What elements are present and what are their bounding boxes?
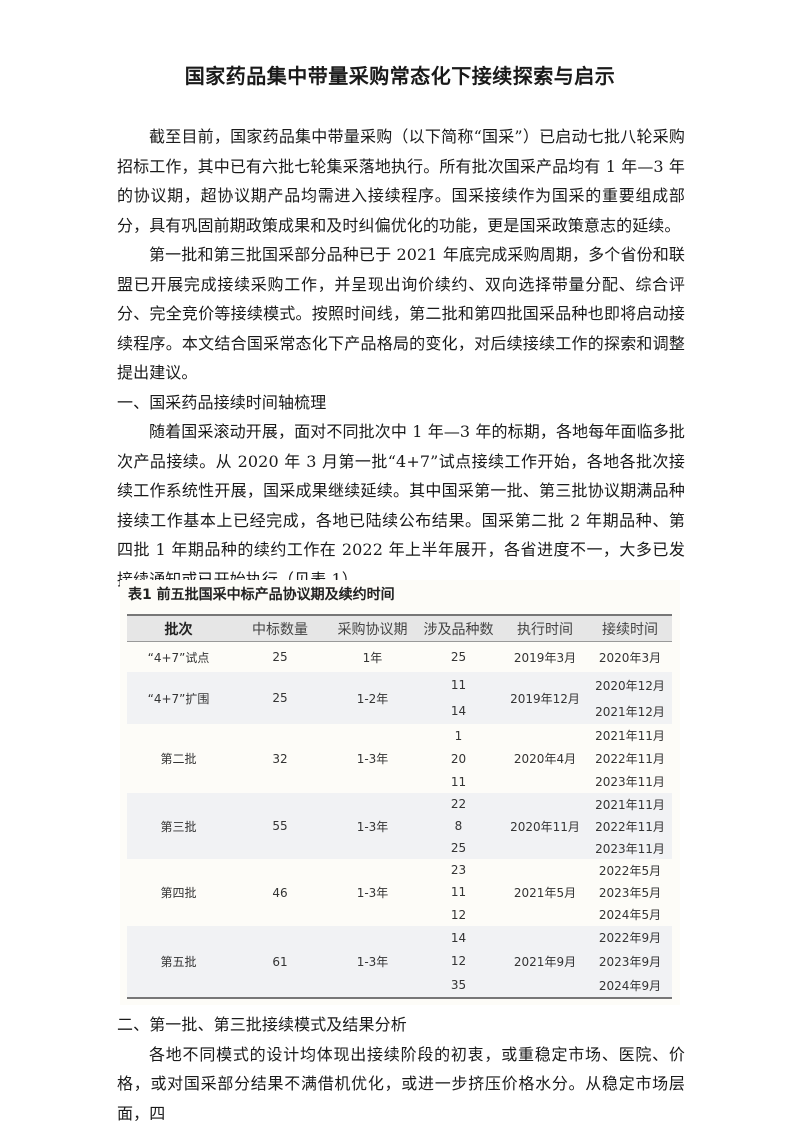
table-cell: 第二批 bbox=[127, 724, 230, 793]
column-header: 接续时间 bbox=[588, 615, 672, 642]
cell-value: 8 bbox=[415, 819, 502, 833]
cell-value: 2021年12月 bbox=[588, 703, 672, 720]
cell-value: 1 bbox=[415, 729, 502, 743]
cell-value: 2022年9月 bbox=[588, 929, 672, 946]
table-cell: 22 8 25 bbox=[415, 793, 502, 859]
table-cell: 2021年11月 2022年11月 2023年11月 bbox=[588, 793, 672, 859]
table-cell: 25 bbox=[230, 642, 330, 673]
table-cell: 32 bbox=[230, 724, 330, 793]
table-cell: 第三批 bbox=[127, 793, 230, 859]
table-cell: 第四批 bbox=[127, 859, 230, 926]
table-cell: 2021年9月 bbox=[502, 926, 588, 998]
cell-value: 2023年11月 bbox=[588, 840, 672, 857]
table-cell: 2021年5月 bbox=[502, 859, 588, 926]
table-cell: 1-3年 bbox=[330, 793, 415, 859]
cell-value: 11 bbox=[415, 678, 502, 692]
cell-value: 14 bbox=[415, 704, 502, 718]
cell-value: 2020年3月 bbox=[588, 649, 672, 666]
cell-value: 25 bbox=[415, 841, 502, 855]
cell-value: 2024年5月 bbox=[588, 906, 672, 923]
table-header-row: 批次 中标数量 采购协议期 涉及品种数 执行时间 接续时间 bbox=[127, 615, 672, 642]
cell-value: 2024年9月 bbox=[588, 977, 672, 994]
cell-value: 2022年11月 bbox=[588, 750, 672, 767]
column-header: 批次 bbox=[127, 615, 230, 642]
cell-value: 11 bbox=[415, 775, 502, 789]
table-cell: 61 bbox=[230, 926, 330, 998]
section-2: 二、第一批、第三批接续模式及结果分析 各地不同模式的设计均体现出接续阶段的初衷，… bbox=[117, 1010, 685, 1128]
table-cell: 1 20 11 bbox=[415, 724, 502, 793]
table-cell: 1-2年 bbox=[330, 672, 415, 724]
table-cell: 2021年11月 2022年11月 2023年11月 bbox=[588, 724, 672, 793]
cell-value: 22 bbox=[415, 797, 502, 811]
intro-section: 截至目前，国家药品集中带量采购（以下简称“国采”）已启动七批八轮采购招标工作，其… bbox=[117, 122, 685, 594]
article-title: 国家药品集中带量采购常态化下接续探索与启示 bbox=[0, 60, 800, 89]
table-cell: 1-3年 bbox=[330, 926, 415, 998]
cell-value: 2022年5月 bbox=[588, 862, 672, 879]
table-cell: 第五批 bbox=[127, 926, 230, 998]
table-cell: 2020年12月 2021年12月 bbox=[588, 672, 672, 724]
cell-value: 2021年11月 bbox=[588, 796, 672, 813]
cell-value: 23 bbox=[415, 863, 502, 877]
table-cell: 25 bbox=[230, 672, 330, 724]
table-cell: 14 12 35 bbox=[415, 926, 502, 998]
cell-value: 12 bbox=[415, 954, 502, 968]
column-header: 中标数量 bbox=[230, 615, 330, 642]
table-cell: 2022年5月 2023年5月 2024年5月 bbox=[588, 859, 672, 926]
table-cell: 2019年12月 bbox=[502, 672, 588, 724]
column-header: 执行时间 bbox=[502, 615, 588, 642]
table-caption: 表1 前五批国采中标产品协议期及续约时间 bbox=[128, 584, 395, 604]
table-cell: “4+7”试点 bbox=[127, 642, 230, 673]
cell-value: 2022年11月 bbox=[588, 818, 672, 835]
cell-value: 25 bbox=[415, 650, 502, 664]
cell-value: 2021年11月 bbox=[588, 727, 672, 744]
cell-value: 2023年11月 bbox=[588, 773, 672, 790]
table-cell: 11 14 bbox=[415, 672, 502, 724]
paragraph: 随着国采滚动开展，面对不同批次中 1 年—3 年的标期，各地每年面临多批次产品接… bbox=[117, 417, 685, 594]
table-cell: 2019年3月 bbox=[502, 642, 588, 673]
cell-value: 2023年9月 bbox=[588, 953, 672, 970]
table-cell: 2022年9月 2023年9月 2024年9月 bbox=[588, 926, 672, 998]
cell-value: 2023年5月 bbox=[588, 884, 672, 901]
table-cell: 2020年4月 bbox=[502, 724, 588, 793]
table-cell: 1-3年 bbox=[330, 859, 415, 926]
column-header: 采购协议期 bbox=[330, 615, 415, 642]
table-cell: 1-3年 bbox=[330, 724, 415, 793]
cell-value: 2020年12月 bbox=[588, 677, 672, 694]
cell-value: 11 bbox=[415, 885, 502, 899]
table-cell: 25 bbox=[415, 642, 502, 673]
cell-value: 35 bbox=[415, 978, 502, 992]
table-cell: 46 bbox=[230, 859, 330, 926]
cell-value: 14 bbox=[415, 931, 502, 945]
paragraph: 第一批和第三批国采部分品种已于 2021 年底完成采购周期，多个省份和联盟已开展… bbox=[117, 240, 685, 388]
table-cell: 2020年11月 bbox=[502, 793, 588, 859]
paragraph: 各地不同模式的设计均体现出接续阶段的初衷，或重稳定市场、医院、价格，或对国采部分… bbox=[117, 1040, 685, 1128]
table-figure: 表1 前五批国采中标产品协议期及续约时间 批次 中标数量 采购协议期 涉及品种数… bbox=[120, 580, 680, 1005]
column-header: 涉及品种数 bbox=[415, 615, 502, 642]
section-heading: 二、第一批、第三批接续模式及结果分析 bbox=[117, 1010, 685, 1040]
table-cell: 55 bbox=[230, 793, 330, 859]
table-cell: “4+7”扩围 bbox=[127, 672, 230, 724]
table-cell: 23 11 12 bbox=[415, 859, 502, 926]
section-heading: 一、国采药品接续时间轴梳理 bbox=[117, 388, 685, 418]
cell-value: 20 bbox=[415, 752, 502, 766]
table-cell: 2020年3月 bbox=[588, 642, 672, 673]
table-cell: 1年 bbox=[330, 642, 415, 673]
cell-value: 12 bbox=[415, 908, 502, 922]
paragraph: 截至目前，国家药品集中带量采购（以下简称“国采”）已启动七批八轮采购招标工作，其… bbox=[117, 122, 685, 240]
